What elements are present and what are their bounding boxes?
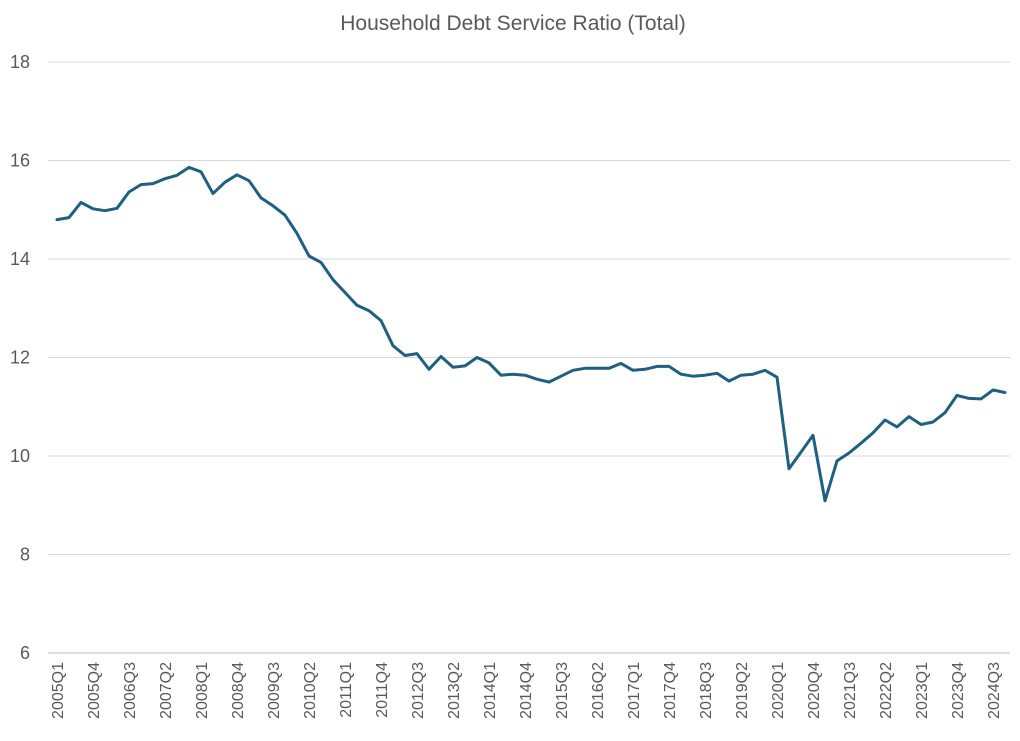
x-tick-label: 2017Q4 [662,662,679,719]
x-tick-label: 2014Q1 [482,662,499,719]
y-tick-label: 14 [10,249,30,269]
x-tick-label: 2008Q4 [230,662,247,719]
y-axis-ticks: 6 8 10 12 14 16 18 [10,52,30,663]
x-tick-label: 2015Q3 [554,662,571,719]
y-tick-label: 16 [10,151,30,171]
x-tick-label: 2024Q3 [986,662,1003,719]
x-tick-label: 2005Q4 [86,662,103,719]
y-tick-label: 12 [10,348,30,368]
x-axis-ticks: 2005Q1 2005Q4 2006Q3 2007Q2 2008Q1 2008Q4 2009… [50,662,1003,719]
chart-title: Household Debt Service Ratio (Total) [340,12,686,35]
x-tick-label: 2014Q4 [518,662,535,719]
y-tick-label: 10 [10,446,30,466]
gridlines [48,61,1010,654]
series-line [55,165,1007,503]
x-tick-label: 2023Q4 [950,662,967,719]
x-tick-label: 2007Q2 [158,662,175,719]
x-tick-label: 2018Q3 [698,662,715,719]
x-tick-label: 2009Q3 [266,662,283,719]
x-tick-label: 2023Q1 [914,662,931,719]
x-tick-label: 2019Q2 [734,662,751,719]
y-tick-label: 18 [10,52,30,72]
x-tick-label: 2011Q1 [338,662,355,718]
y-tick-label: 8 [20,545,30,565]
series-layer [55,165,1007,503]
x-tick-label: 2011Q4 [374,662,391,718]
x-tick-label: 2008Q1 [194,662,211,719]
x-tick-label: 2021Q3 [842,662,859,719]
x-tick-label: 2012Q3 [410,662,427,719]
y-tick-label: 6 [20,643,30,663]
x-tick-label: 2020Q1 [770,662,787,719]
x-tick-label: 2016Q2 [590,662,607,719]
x-tick-label: 2013Q2 [446,662,463,719]
x-tick-label: 2017Q1 [626,662,643,719]
x-tick-label: 2022Q2 [878,662,895,719]
x-tick-label: 2005Q1 [50,662,67,719]
x-tick-label: 2010Q2 [302,662,319,719]
x-tick-label: 2020Q4 [806,662,823,719]
x-tick-label: 2006Q3 [122,662,139,719]
